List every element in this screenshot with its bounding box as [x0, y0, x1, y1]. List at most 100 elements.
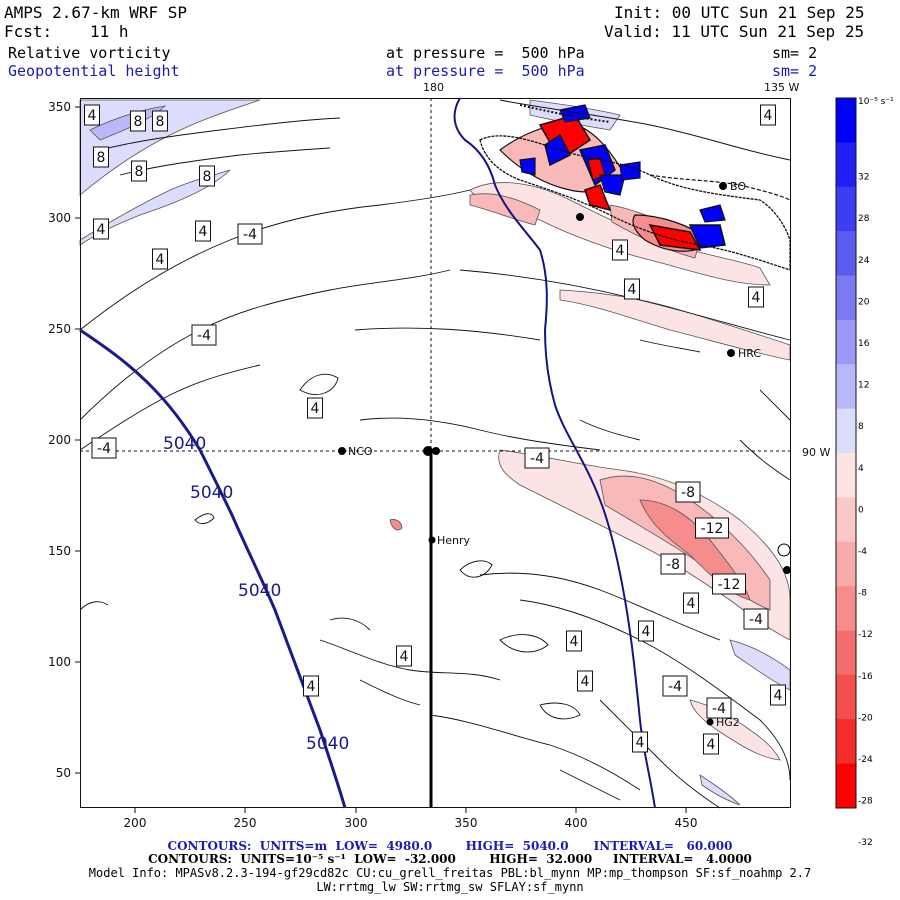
contour-label-box	[638, 620, 654, 642]
contour-label-box	[91, 437, 117, 459]
y-tick-label: 50	[56, 766, 71, 780]
contour-label: -12	[718, 577, 741, 593]
colorbar-bin	[836, 142, 856, 188]
colorbar-label: -28	[858, 797, 873, 807]
station-marker	[338, 447, 346, 455]
init-time: Init: 00 UTC Sun 21 Sep 25	[614, 3, 865, 22]
contour-label: -4	[712, 701, 726, 717]
contour-label: 8	[134, 114, 143, 130]
contour-label-box	[712, 573, 746, 595]
colorbar-unit: 10⁻⁵ s⁻¹	[858, 97, 894, 107]
colorbar-label: 20	[858, 297, 870, 307]
footer-physics: LW:rrtmg_lw SW:rrtmg_sw SFLAY:sf_mynn	[316, 880, 584, 894]
contour-label: -4	[668, 679, 682, 695]
contour-label-box	[152, 248, 168, 270]
contour-label: 4	[311, 401, 320, 417]
contour-label-box	[760, 104, 776, 126]
y-tick-label: 250	[48, 322, 71, 336]
y-tick-label: 300	[48, 211, 71, 225]
station-label: Henry	[437, 534, 471, 547]
contour-label-box	[748, 286, 764, 308]
x-axis-labels: 200 250 300 350 400 450	[124, 816, 698, 830]
colorbar-label: -24	[858, 755, 873, 765]
field1-smoothing: sm= 2	[772, 44, 818, 62]
south-pole-marker	[432, 447, 440, 455]
contour-label: -4	[530, 451, 544, 467]
south-pole-marker	[423, 446, 433, 456]
field1-level: at pressure = 500 hPa	[386, 44, 585, 62]
colorbar-bin	[836, 319, 856, 365]
height-label: 5040	[238, 581, 281, 601]
station-marker	[706, 718, 714, 726]
colorbar-bin	[836, 763, 856, 809]
stations: NCO Henry HRC HG2 BO	[338, 180, 791, 729]
colorbar-bin	[836, 719, 856, 765]
y-tick-label: 150	[48, 544, 71, 558]
contour-label: 4	[616, 243, 625, 259]
station-label: HRC	[738, 347, 761, 360]
colorbar: 10⁻⁵ s⁻¹ 32 28 24 20 16 12 8 4 0 -4 -8 -12 -16 -20 -24 -…	[835, 97, 894, 848]
contour-label: 4	[307, 679, 316, 695]
x-tick-label: 350	[455, 816, 478, 830]
terrain-vorticity-noise	[479, 99, 791, 271]
contour-label-box	[199, 165, 215, 187]
contour-label: 4	[581, 674, 590, 690]
contour-label: 4	[764, 108, 773, 124]
contour-label-box	[703, 733, 719, 755]
contour-label-box	[770, 684, 786, 706]
height-label: 5040	[190, 483, 233, 503]
contour-label: -4	[749, 612, 763, 628]
contour-label: 4	[628, 282, 637, 298]
colorbar-label: 8	[858, 422, 864, 432]
colorbar-bin	[836, 674, 856, 720]
contour-label-box	[706, 697, 732, 719]
contour-label-box	[307, 397, 323, 419]
terrain-dot	[783, 566, 791, 574]
valid-time: Valid: 11 UTC Sun 21 Sep 25	[604, 22, 865, 41]
colorbar-bin	[836, 364, 856, 410]
colorbar-label: 4	[858, 464, 864, 474]
contour-label: 8	[156, 114, 165, 130]
height-labels: 5040 5040 5040 5040	[163, 434, 349, 754]
contour-label-box	[612, 239, 628, 261]
contour-label-box	[152, 110, 168, 132]
lon-180-label: 180	[423, 81, 444, 94]
contour-label: 8	[135, 164, 144, 180]
contour-label-box	[84, 104, 100, 126]
coastline	[453, 97, 656, 809]
terrain-dot	[777, 543, 791, 557]
x-tick-label: 300	[345, 816, 368, 830]
height-label: 5040	[163, 434, 206, 454]
contour-label-box	[683, 592, 699, 614]
colorbar-label: -8	[858, 589, 867, 599]
contour-label: 4	[156, 252, 165, 268]
contour-label: 4	[570, 634, 579, 650]
station-label: BO	[730, 180, 746, 193]
contour-label: 4	[97, 222, 106, 238]
colorbar-bin	[836, 98, 856, 143]
contour-label-box	[303, 675, 319, 697]
colorbar-label: 16	[858, 339, 870, 349]
contour-label-box	[195, 220, 211, 242]
contour-label-box	[675, 481, 701, 503]
colorbar-bin	[836, 541, 856, 587]
y-tick-label: 200	[48, 433, 71, 447]
forecast-hour: 11 h	[90, 22, 129, 41]
contour-label-box	[237, 223, 263, 245]
contour-label: -12	[701, 521, 724, 537]
contour-label: 4	[752, 290, 761, 306]
footer-height-contours: CONTOURS: UNITS=m LOW= 4980.0 HIGH= 5040…	[167, 839, 733, 853]
field2-level: at pressure = 500 hPa	[386, 62, 585, 80]
contour-label: -4	[197, 328, 211, 344]
contour-label: 4	[636, 735, 645, 751]
colorbar-label: 12	[858, 381, 869, 391]
station-label: NCO	[348, 445, 373, 458]
contour-label-box	[695, 517, 729, 539]
x-tick-label: 250	[234, 816, 257, 830]
height-contour-5040	[79, 328, 347, 809]
lon-135w-label: 135 W	[764, 81, 799, 94]
field1-name: Relative vorticity	[8, 44, 171, 62]
colorbar-label: -20	[858, 713, 873, 723]
